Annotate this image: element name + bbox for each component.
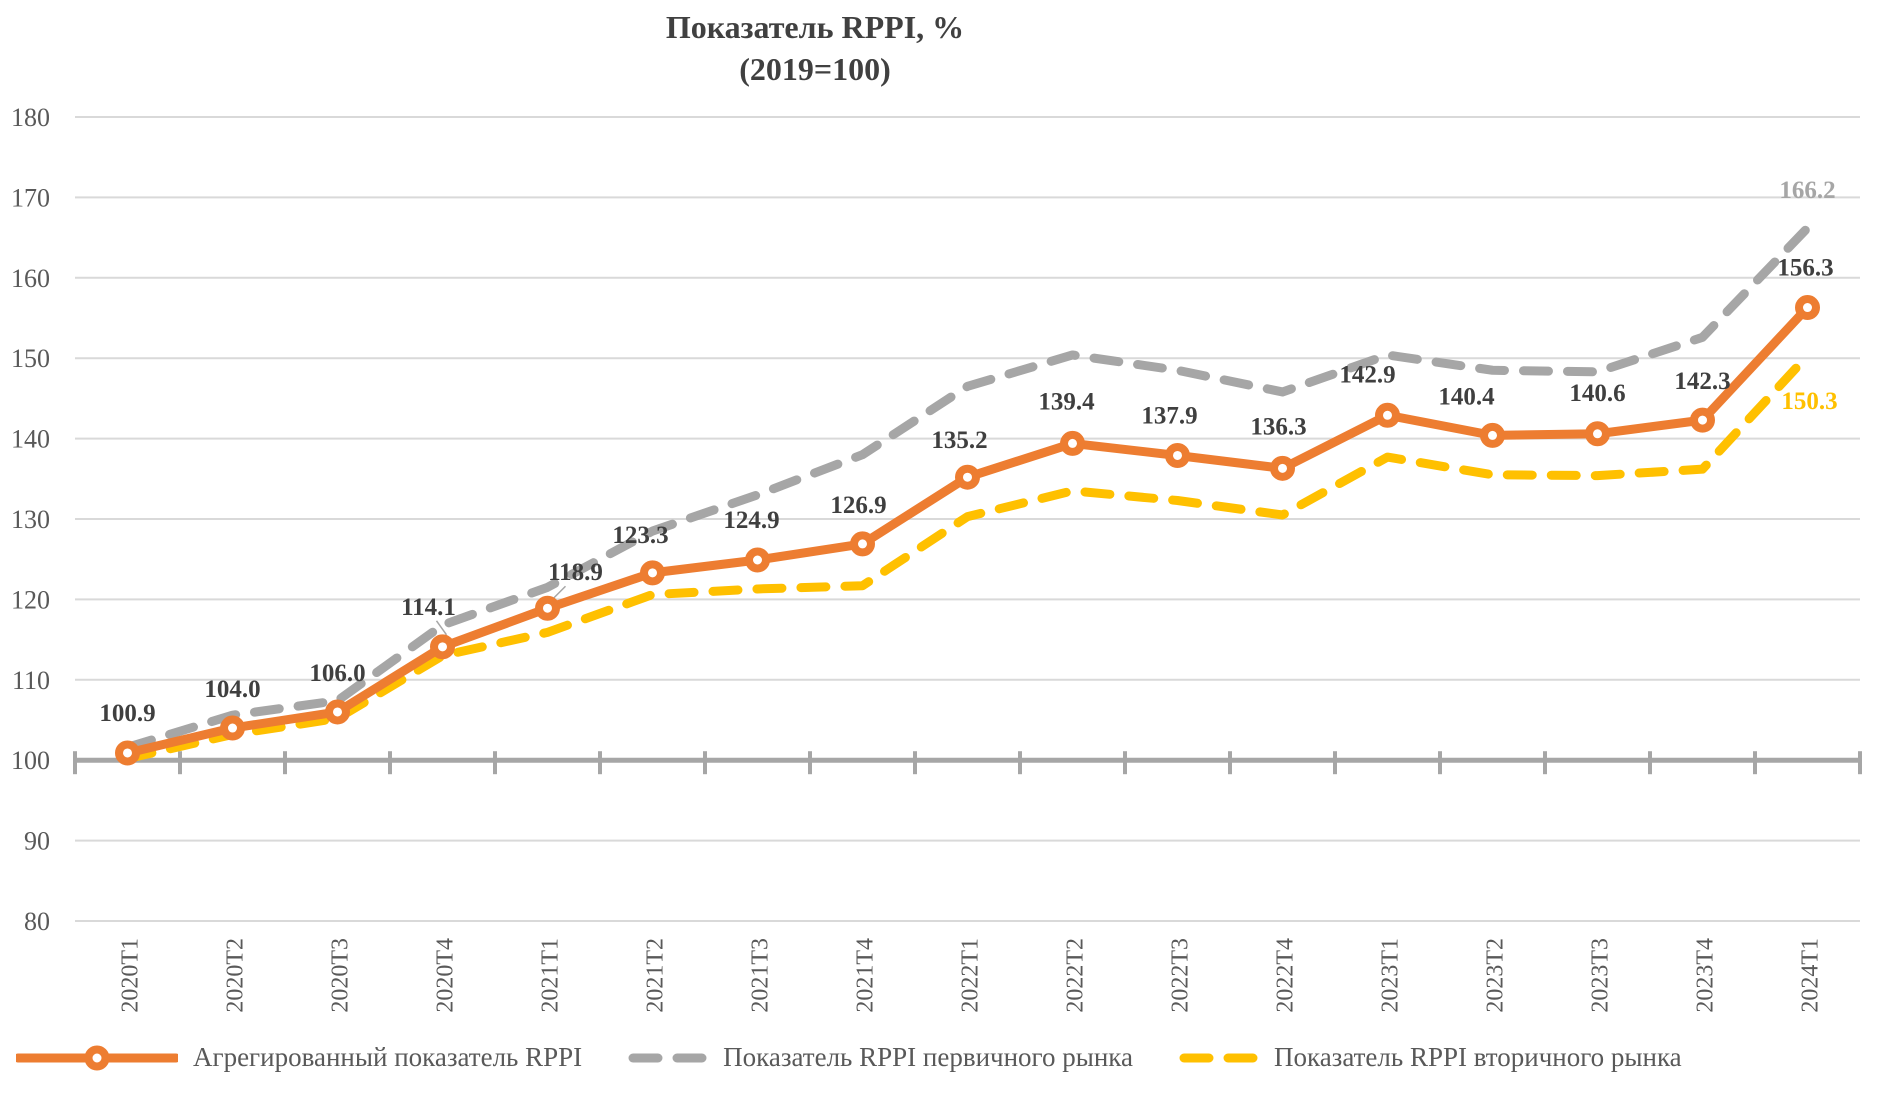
x-axis-tick-label: 2023Т2 bbox=[1483, 938, 1509, 1013]
data-label: 135.2 bbox=[931, 427, 987, 454]
series-secondary-market-line bbox=[123, 351, 1812, 764]
data-label-leader-line bbox=[551, 585, 567, 600]
x-axis-tick-label: 2024Т1 bbox=[1798, 938, 1824, 1013]
data-label: 123.3 bbox=[612, 522, 668, 549]
y-axis-tick-label: 80 bbox=[24, 907, 50, 936]
chart-title: Показатель RPPI, % (2019=100) bbox=[0, 6, 1630, 90]
x-axis-tick-label: 2021Т1 bbox=[538, 938, 564, 1013]
data-label: 139.4 bbox=[1038, 388, 1095, 415]
x-axis-tick-label: 2020Т2 bbox=[223, 938, 249, 1013]
data-label: 104.0 bbox=[204, 676, 260, 703]
data-label: 124.9 bbox=[723, 507, 779, 534]
y-axis-tick-label: 90 bbox=[24, 827, 50, 856]
y-axis-tick-label: 120 bbox=[11, 585, 50, 614]
series-aggregate-marker bbox=[535, 595, 560, 621]
data-label: 140.6 bbox=[1569, 380, 1625, 407]
data-label: 118.9 bbox=[548, 559, 603, 586]
y-axis-tick-label: 100 bbox=[11, 746, 50, 775]
x-axis-tick-label: 2020Т4 bbox=[433, 938, 459, 1013]
data-label: 140.4 bbox=[1438, 383, 1495, 410]
data-label: 156.3 bbox=[1777, 255, 1833, 282]
series-aggregate-marker bbox=[1480, 422, 1505, 448]
plot-area: 180 170 160 150 140 130 120 110 100 90 80 2020Т1 202… bbox=[11, 103, 1862, 1013]
x-axis-tick-label: 2021Т2 bbox=[643, 938, 669, 1013]
legend-swatch-primary bbox=[628, 1053, 708, 1062]
data-label-leader-line bbox=[435, 620, 448, 636]
data-label: 114.1 bbox=[401, 594, 456, 621]
series-aggregate-marker bbox=[1585, 421, 1610, 447]
series-aggregate-marker bbox=[115, 740, 140, 766]
legend-item-label: Показатель RPPI первичного рынка bbox=[723, 1042, 1133, 1072]
series-aggregate-marker bbox=[430, 634, 455, 660]
y-axis-tick-label: 160 bbox=[11, 264, 50, 293]
series-aggregate-marker bbox=[850, 531, 875, 557]
series-aggregate-marker bbox=[1060, 430, 1085, 456]
legend-item-2: Показатель RPPI вторичного рынка bbox=[1179, 1042, 1682, 1073]
series-aggregate-marker bbox=[955, 464, 980, 490]
y-axis-tick-label: 140 bbox=[11, 425, 50, 454]
series-aggregate-marker bbox=[325, 699, 350, 725]
x-axis-tick-label: 2020Т3 bbox=[328, 938, 354, 1013]
legend: Агрегированный показатель RPPI Показател… bbox=[16, 1042, 1682, 1073]
data-label: 106.0 bbox=[309, 660, 365, 687]
data-label: 136.3 bbox=[1250, 413, 1306, 440]
x-axis-tick-label: 2022Т4 bbox=[1273, 938, 1299, 1013]
x-axis-tick-label: 2023Т1 bbox=[1378, 938, 1404, 1013]
y-axis-tick-label: 110 bbox=[12, 666, 50, 695]
legend-item-label: Показатель RPPI вторичного рынка bbox=[1273, 1042, 1682, 1072]
y-axis-tick-label: 150 bbox=[11, 344, 50, 373]
y-axis-tick-label: 130 bbox=[11, 505, 50, 534]
legend-swatch-aggregate bbox=[16, 1045, 178, 1070]
secondary-market-end-label: 150.3 bbox=[1781, 388, 1837, 415]
y-axis-tick-label: 170 bbox=[11, 183, 50, 212]
chart-title-line2: (2019=100) bbox=[739, 51, 891, 88]
legend-marker bbox=[84, 1045, 110, 1070]
series-aggregate-marker bbox=[1795, 295, 1820, 321]
legend-swatch-secondary bbox=[1179, 1053, 1259, 1062]
x-axis-tick-label: 2022Т3 bbox=[1168, 938, 1194, 1013]
series-aggregate-marker bbox=[220, 715, 245, 741]
data-label: 126.9 bbox=[830, 492, 886, 519]
series-aggregate-marker bbox=[1375, 402, 1400, 428]
y-axis-tick-label: 180 bbox=[11, 103, 50, 132]
x-axis-tick-label: 2021Т4 bbox=[853, 938, 879, 1013]
series-aggregate-marker bbox=[745, 547, 770, 573]
series-aggregate-line bbox=[123, 303, 1812, 758]
legend-item-0: Агрегированный показатель RPPI bbox=[16, 1042, 582, 1073]
series-primary-market-line bbox=[123, 223, 1812, 752]
x-axis-tick-label: 2022Т2 bbox=[1063, 938, 1089, 1013]
chart-title-line1: Показатель RPPI, % bbox=[665, 9, 965, 45]
series-aggregate-marker bbox=[1270, 455, 1295, 481]
legend-item-1: Показатель RPPI первичного рынка bbox=[628, 1042, 1133, 1073]
data-label: 142.3 bbox=[1674, 368, 1730, 395]
x-axis-tick-label: 2021Т3 bbox=[748, 938, 774, 1013]
primary-market-end-label: 166.2 bbox=[1779, 177, 1835, 204]
legend-item-label: Агрегированный показатель RPPI bbox=[193, 1042, 583, 1072]
series-aggregate-marker bbox=[640, 560, 665, 586]
x-axis-tick-label: 2020Т1 bbox=[118, 938, 144, 1013]
x-axis-tick-label: 2023Т3 bbox=[1588, 938, 1614, 1013]
data-label: 142.9 bbox=[1339, 361, 1395, 388]
x-axis-tick-label: 2023Т4 bbox=[1693, 938, 1719, 1013]
x-axis-tick-label: 2022Т1 bbox=[958, 938, 984, 1013]
series-aggregate-marker bbox=[1165, 442, 1190, 468]
series-aggregate-marker bbox=[1690, 407, 1715, 433]
data-label: 137.9 bbox=[1141, 402, 1197, 429]
data-label: 100.9 bbox=[99, 700, 155, 727]
